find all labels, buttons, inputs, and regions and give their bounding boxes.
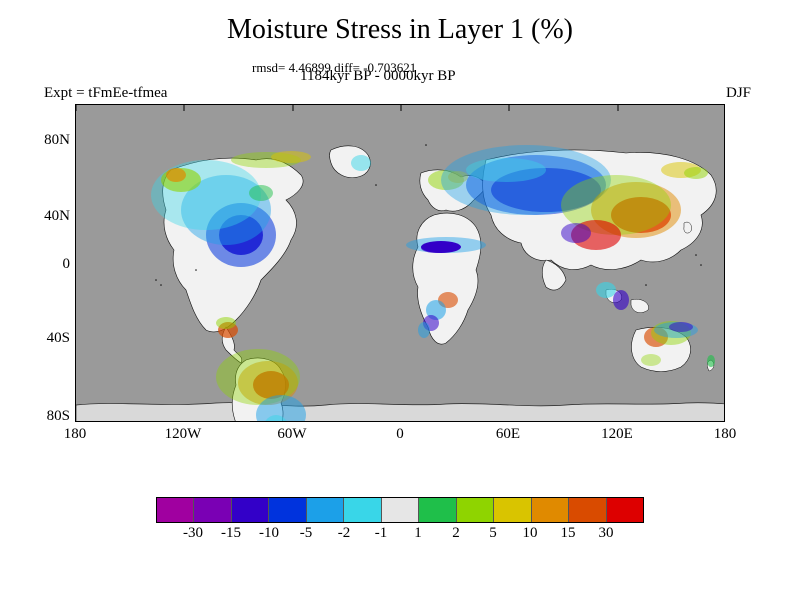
colorbar-label-10: 15 <box>561 525 576 542</box>
x-tick-60w[interactable]: 60W <box>262 426 322 443</box>
colorbar <box>156 497 644 523</box>
colorbar-seg-10[interactable] <box>532 498 569 522</box>
expt-label: Expt = tFmEe-tfmea <box>44 85 167 102</box>
world-map <box>75 104 725 422</box>
colorbar-label-2: -10 <box>259 525 279 542</box>
colorbar-seg-3[interactable] <box>269 498 306 522</box>
colorbar-label-3: -5 <box>300 525 313 542</box>
colorbar-ticks: -30 -15 -10 -5 -2 -1 1 2 5 10 15 30 <box>156 523 644 543</box>
x-tick-180e[interactable]: 180 <box>695 426 755 443</box>
colorbar-label-1: -15 <box>221 525 241 542</box>
y-tick-40N[interactable]: 40N <box>20 208 70 225</box>
colorbar-label-4: -2 <box>338 525 351 542</box>
chart-title: Moisture Stress in Layer 1 (%) <box>0 14 800 46</box>
period-label: 1184kyr BP - 0000kyr BP <box>300 68 456 85</box>
x-tick-0[interactable]: 0 <box>370 426 430 443</box>
colorbar-seg-7[interactable] <box>419 498 456 522</box>
season-label: DJF <box>726 85 751 102</box>
colorbar-label-8: 5 <box>489 525 497 542</box>
y-tick-80S[interactable]: 80S <box>20 408 70 425</box>
colorbar-label-7: 2 <box>452 525 460 542</box>
colorbar-seg-0[interactable] <box>157 498 194 522</box>
x-tick-120w[interactable]: 120W <box>153 426 213 443</box>
x-tick-60e[interactable]: 60E <box>478 426 538 443</box>
colorbar-container: -30 -15 -10 -5 -2 -1 1 2 5 10 15 30 <box>156 497 644 543</box>
colorbar-seg-8[interactable] <box>457 498 494 522</box>
colorbar-label-9: 10 <box>523 525 538 542</box>
colorbar-seg-5[interactable] <box>344 498 381 522</box>
colorbar-seg-2[interactable] <box>232 498 269 522</box>
colorbar-seg-11[interactable] <box>569 498 606 522</box>
colorbar-seg-1[interactable] <box>194 498 231 522</box>
colorbar-seg-12[interactable] <box>607 498 643 522</box>
x-tick-120e[interactable]: 120E <box>587 426 647 443</box>
colorbar-seg-6[interactable] <box>382 498 419 522</box>
colorbar-label-11: 30 <box>599 525 614 542</box>
colorbar-seg-9[interactable] <box>494 498 531 522</box>
colorbar-label-0: -30 <box>183 525 203 542</box>
y-tick-40S[interactable]: 40S <box>20 330 70 347</box>
colorbar-seg-4[interactable] <box>307 498 344 522</box>
colorbar-label-6: 1 <box>414 525 422 542</box>
y-tick-80N[interactable]: 80N <box>20 132 70 149</box>
y-tick-0[interactable]: 0 <box>20 256 70 273</box>
colorbar-label-5: -1 <box>375 525 388 542</box>
x-tick-180w[interactable]: 180 <box>45 426 105 443</box>
